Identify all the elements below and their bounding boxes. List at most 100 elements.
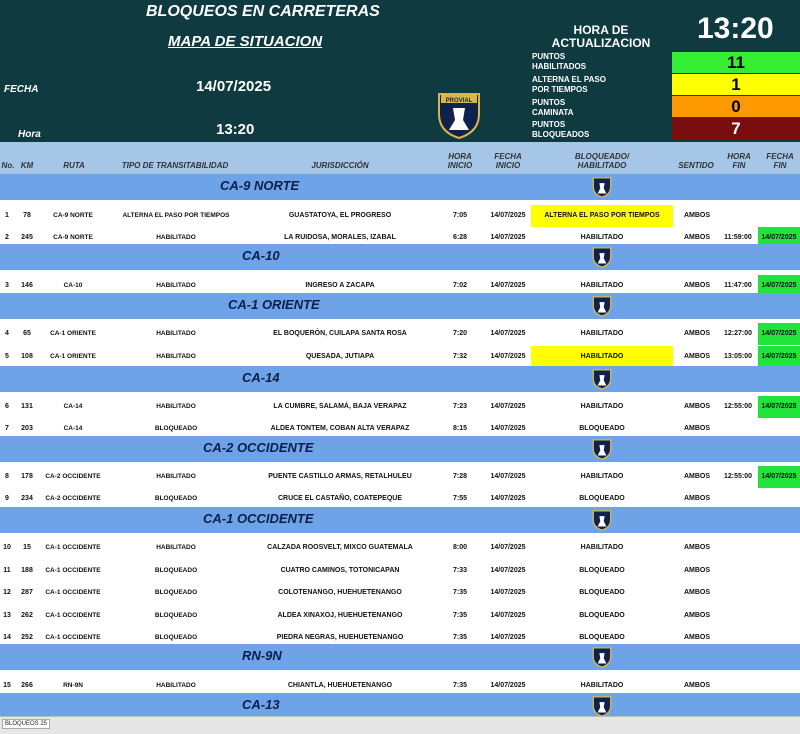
table-row: 14 252 CA-1 OCCIDENTE BLOQUEADO PIEDRA NEGRA… [0,627,800,649]
section-band: CA-1 ORIENTE [0,293,800,319]
row-ruta: CA-1 OCCIDENTE [45,612,101,619]
row-tipo: HABILITADO [156,682,196,689]
row-km: 266 [21,682,33,689]
row-sentido: AMBOS [683,495,711,502]
row-hora-fin: 11:59:00 [724,234,752,241]
section-band: CA-1 OCCIDENTE [0,507,800,533]
row-fecha-inicio: 14/07/2025 [490,473,526,480]
row-ruta: CA-1 OCCIDENTE [45,634,101,641]
row-tipo: BLOQUEADO [154,589,198,596]
row-hora-inicio: 8:15 [452,425,467,432]
report-subtitle: MAPA DE SITUACION [168,33,323,50]
row-estado: BLOQUEADO [579,567,625,574]
row-jurisdiccion: CALZADA ROOSVELT, MIXCO GUATEMALA [267,544,413,551]
row-tipo: BLOQUEADO [154,495,198,502]
row-fecha-fin: 14/07/2025 [758,275,800,297]
row-no: 14 [3,634,11,641]
row-tipo: BLOQUEADO [154,634,198,641]
row-hora-inicio: 8:00 [452,544,467,551]
row-ruta: CA-1 OCCIDENTE [45,544,101,551]
row-estado: HABILITADO [580,682,624,689]
row-km: 287 [21,589,33,596]
row-ruta: CA-9 NORTE [53,234,93,241]
row-ruta: CA-9 NORTE [53,212,93,219]
row-tipo: HABILITADO [156,353,196,360]
row-hora-inicio: 6:28 [452,234,467,241]
col-fecha-fin: FECHA FIN [766,152,794,170]
row-fecha-inicio: 14/07/2025 [490,234,526,241]
row-hora-inicio: 7:23 [452,403,467,410]
row-tipo: BLOQUEADO [154,425,198,432]
col-estado: BLOQUEADO/HABILITADO [574,152,630,170]
section-band: CA-2 OCCIDENTE [0,436,800,462]
row-estado: BLOQUEADO [579,634,625,641]
row-tipo: HABILITADO [156,403,196,410]
row-sentido: AMBOS [683,634,711,641]
row-hora-fin [718,582,758,604]
section-name: RN-9N [242,648,282,663]
provial-logo-small [592,509,612,531]
table-row: 1 78 CA-9 NORTE ALTERNA EL PASO POR TIEMPOS… [0,205,800,227]
row-fecha-inicio: 14/07/2025 [490,495,526,502]
row-no: 2 [5,234,9,241]
section-band: CA-10 [0,244,800,270]
row-fecha-inicio: 14/07/2025 [490,212,526,219]
hora-label: Hora [18,129,41,140]
row-sentido: AMBOS [683,589,711,596]
row-estado: BLOQUEADO [579,495,625,502]
row-tipo: BLOQUEADO [154,612,198,619]
section-band: CA-9 NORTE [0,174,800,200]
row-fecha-fin: 14/07/2025 [758,323,800,345]
row-no: 8 [5,473,9,480]
table-row: 8 178 CA-2 OCCIDENTE HABILITADO PUENTE CASTI… [0,466,800,488]
row-ruta: CA-1 OCCIDENTE [45,589,101,596]
row-jurisdiccion: LA RUIDOSA, MORALES, IZABAL [284,234,396,241]
table-row: 15 266 RN-9N HABILITADO CHIANTLA, HUEHUETENA… [0,675,800,697]
row-sentido: AMBOS [683,403,711,410]
provial-logo-small [592,646,612,668]
row-hora-fin: 11:47:00 [724,282,752,289]
row-fecha-fin [758,537,800,559]
sheet-tab-bar: BLOQUEOS 25 [0,716,800,734]
row-hora-inicio: 7:05 [452,212,467,219]
row-km: 15 [23,544,31,551]
sheet-tab-bloqueos[interactable]: BLOQUEOS 25 [2,719,51,729]
stat-label-bloqueados: PUNTOS BLOQUEADOS [532,120,590,139]
row-sentido: AMBOS [683,282,711,289]
stat-label-caminata: PUNTOS CAMINATA [532,98,574,117]
table-row: 13 262 CA-1 OCCIDENTE BLOQUEADO ALDEA XINAXO… [0,605,800,627]
row-ruta: RN-9N [63,682,83,689]
section-band: CA-14 [0,366,800,392]
row-ruta: CA-1 ORIENTE [50,330,96,337]
row-ruta: CA-2 OCCIDENTE [45,473,101,480]
row-sentido: AMBOS [683,330,711,337]
table-row: 11 188 CA-1 OCCIDENTE BLOQUEADO CUATRO CAMIN… [0,560,800,582]
row-jurisdiccion: PIEDRA NEGRAS, HUEHUETENANGO [276,634,404,641]
hora-value: 13:20 [216,121,255,138]
stat-value-caminata: 0 [672,96,800,117]
row-ruta: CA-10 [63,282,83,289]
row-fecha-inicio: 14/07/2025 [490,353,526,360]
col-km: KM [20,161,34,170]
table-row: 7 203 CA-14 BLOQUEADO ALDEA TONTEM, COBAN AL… [0,418,800,440]
row-hora-inicio: 7:20 [452,330,467,337]
row-fecha-inicio: 14/07/2025 [490,330,526,337]
row-fecha-inicio: 14/07/2025 [490,589,526,596]
stat-label-alterna: ALTERNA EL PASO POR TIEMPOS [532,75,606,94]
row-jurisdiccion: ALDEA TONTEM, COBAN ALTA VERAPAZ [270,425,410,432]
row-estado: ALTERNA EL PASO POR TIEMPOS [531,205,673,227]
stat-value-bloqueados: 7 [672,118,800,140]
row-estado: BLOQUEADO [579,612,625,619]
section-name: CA-14 [242,370,280,385]
provial-logo-small [592,246,612,268]
row-no: 3 [5,282,9,289]
row-fecha-fin: 14/07/2025 [758,227,800,249]
table-row: 10 15 CA-1 OCCIDENTE HABILITADO CALZADA ROOS… [0,537,800,559]
row-jurisdiccion: PUENTE CASTILLO ARMAS, RETALHULEU [268,473,412,480]
row-jurisdiccion: CRUCE EL CASTAÑO, COATEPEQUE [277,495,403,502]
section-name: CA-13 [242,697,280,712]
row-fecha-fin [758,205,800,227]
col-sentido: SENTIDO [678,161,714,170]
row-estado: HABILITADO [580,403,624,410]
section-band: RN-9N [0,644,800,670]
